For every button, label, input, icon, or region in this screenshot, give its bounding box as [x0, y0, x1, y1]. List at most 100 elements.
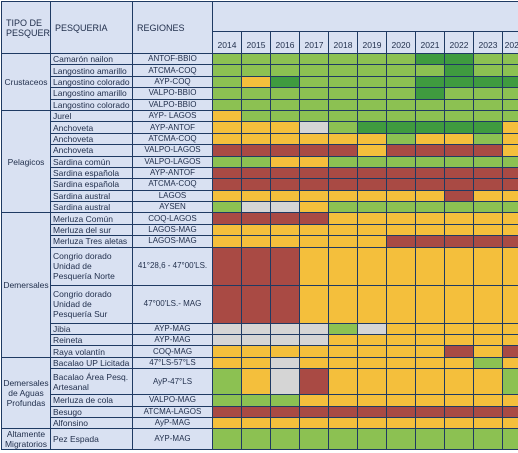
status-cell-2022: [445, 406, 474, 417]
status-cell-2017: [300, 335, 329, 346]
status-cell-2020: [387, 224, 416, 235]
status-cell-2015: [242, 247, 271, 285]
status-cell-2015: [242, 122, 271, 133]
status-cell-2023: [474, 190, 503, 201]
status-cell-2022: [445, 417, 474, 428]
status-cell-2019: [358, 247, 387, 285]
status-cell-2016: [271, 247, 300, 285]
status-cell-2021: [416, 122, 445, 133]
status-cell-2018: [329, 122, 358, 133]
status-cell-2014: [213, 224, 242, 235]
table-header: TIPO DE PESQUERIA PESQUERIA REGIONES 201…: [2, 2, 518, 54]
pesqueria-cell: Langostino amarillo: [51, 65, 133, 76]
status-cell-2024: [503, 357, 518, 368]
region-cell: AYP-ANTOF: [133, 122, 213, 133]
pesqueria-cell: Merluza de cola: [51, 395, 133, 406]
status-cell-2022: [445, 395, 474, 406]
status-cell-2018: [329, 54, 358, 65]
region-cell: VALPO-BBIO: [133, 99, 213, 110]
status-cell-2021: [416, 285, 445, 323]
status-cell-2019: [358, 417, 387, 428]
status-cell-2021: [416, 133, 445, 144]
status-cell-2018: [329, 406, 358, 417]
status-cell-2020: [387, 65, 416, 76]
status-cell-2018: [329, 156, 358, 167]
status-cell-2024: [503, 76, 518, 87]
status-cell-2017: [300, 99, 329, 110]
region-cell: LAGOS-MAG: [133, 224, 213, 235]
status-cell-2018: [329, 145, 358, 156]
status-cell-2021: [416, 247, 445, 285]
status-cell-2014: [213, 429, 242, 450]
tipo-cell: Demersales de Aguas Profundas: [2, 357, 51, 429]
pesqueria-cell: Anchoveta: [51, 145, 133, 156]
region-cell: VALPO-BBIO: [133, 88, 213, 99]
status-cell-2014: [213, 167, 242, 178]
status-cell-2021: [416, 213, 445, 224]
status-cell-2014: [213, 323, 242, 334]
status-cell-2014: [213, 179, 242, 190]
status-cell-2016: [271, 122, 300, 133]
status-cell-2014: [213, 99, 242, 110]
status-cell-2024: [503, 122, 518, 133]
status-cell-2022: [445, 323, 474, 334]
status-cell-2019: [358, 406, 387, 417]
status-cell-2021: [416, 156, 445, 167]
status-cell-2024: [503, 236, 518, 247]
status-cell-2024: [503, 369, 518, 395]
status-cell-2014: [213, 145, 242, 156]
pesqueria-cell: Congrio dorado Unidad de Pesquería Sur: [51, 285, 133, 323]
status-cell-2014: [213, 202, 242, 213]
table-row: Congrio dorado Unidad de Pesquería Norte…: [2, 247, 518, 285]
pesqueria-cell: Jibia: [51, 323, 133, 334]
status-cell-2015: [242, 417, 271, 428]
status-cell-2021: [416, 110, 445, 121]
status-cell-2016: [271, 145, 300, 156]
status-cell-2018: [329, 167, 358, 178]
region-cell: AyP-47°LS: [133, 369, 213, 395]
status-cell-2015: [242, 99, 271, 110]
status-cell-2015: [242, 323, 271, 334]
pesqueria-cell: Sardina común: [51, 156, 133, 167]
pesqueria-cell: Anchoveta: [51, 122, 133, 133]
status-cell-2017: [300, 190, 329, 201]
year-header-2019: 2019: [358, 32, 387, 54]
status-cell-2023: [474, 417, 503, 428]
tipo-cell: Crustaceos: [2, 54, 51, 111]
status-cell-2022: [445, 247, 474, 285]
pesqueria-cell: Merluza del sur: [51, 224, 133, 235]
status-cell-2020: [387, 99, 416, 110]
status-cell-2019: [358, 335, 387, 346]
status-cell-2016: [271, 417, 300, 428]
status-cell-2018: [329, 99, 358, 110]
status-cell-2015: [242, 156, 271, 167]
status-cell-2024: [503, 54, 518, 65]
status-cell-2019: [358, 429, 387, 450]
pesqueria-cell: Sardina española: [51, 167, 133, 178]
status-cell-2018: [329, 335, 358, 346]
year-header-2020: 2020: [387, 32, 416, 54]
status-cell-2022: [445, 285, 474, 323]
region-cell: AYP-MAG: [133, 323, 213, 334]
status-cell-2019: [358, 54, 387, 65]
status-cell-2014: [213, 346, 242, 357]
status-cell-2018: [329, 346, 358, 357]
year-header-2024: 2024: [503, 32, 518, 54]
pesqueria-cell: Congrio dorado Unidad de Pesquería Norte: [51, 247, 133, 285]
status-cell-2023: [474, 335, 503, 346]
status-cell-2018: [329, 190, 358, 201]
status-cell-2021: [416, 167, 445, 178]
status-cell-2019: [358, 76, 387, 87]
status-cell-2016: [271, 346, 300, 357]
status-cell-2022: [445, 190, 474, 201]
status-cell-2015: [242, 224, 271, 235]
status-cell-2024: [503, 145, 518, 156]
status-cell-2016: [271, 133, 300, 144]
status-cell-2021: [416, 190, 445, 201]
status-cell-2023: [474, 429, 503, 450]
